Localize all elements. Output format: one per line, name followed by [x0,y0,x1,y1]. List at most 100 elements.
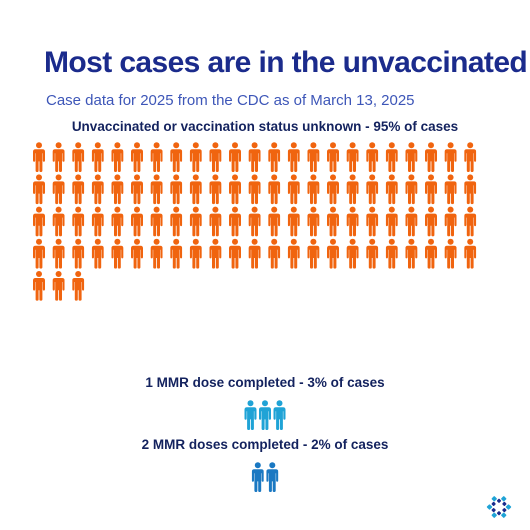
person-icon-unvaccinated [131,238,143,269]
person-icon-unvaccinated [91,174,104,205]
person-icon-unvaccinated [189,174,202,205]
person-icon-unvaccinated [307,174,320,205]
person-icon-unvaccinated [189,142,202,172]
logo-mark [486,504,493,510]
logo-mark [491,508,496,513]
person-icon-unvaccinated [307,238,320,269]
logo-mark [502,508,507,513]
person-icon-unvaccinated [189,206,202,237]
person-icon-unvaccinated [248,206,261,237]
person-icon-unvaccinated [150,174,163,205]
person-icon-unvaccinated [464,142,477,172]
person-icon-unvaccinated [287,174,300,205]
person-icon-unvaccinated [72,142,85,172]
person-icon-unvaccinated [405,238,418,269]
person-icon-unvaccinated [327,206,339,237]
logo-mark [496,498,502,503]
person-icon-unvaccinated [327,174,339,205]
person-icon-unvaccinated [346,174,359,205]
person-icon-unvaccinated [52,174,65,205]
person-icon-unvaccinated [444,206,457,237]
page-title: Most cases are in the unvaccinated [44,46,528,79]
person-icon-unvaccinated [170,238,183,269]
logo-mark [505,504,512,510]
person-icon-unvaccinated [150,238,163,269]
person-icon-unvaccinated [170,174,183,205]
person-icon-unvaccinated [425,142,437,172]
person-icon-unvaccinated [33,174,45,205]
person-icon-unvaccinated [268,142,281,172]
person-icon-two-doses [266,462,279,492]
person-icon-unvaccinated [72,238,85,269]
person-icon-unvaccinated [248,142,261,172]
person-icon-unvaccinated [366,174,379,205]
person-icon-unvaccinated [405,142,418,172]
person-icon-unvaccinated [464,206,477,237]
person-icon-unvaccinated [268,174,281,205]
person-icon-unvaccinated [444,174,457,205]
person-icon-unvaccinated [150,206,163,237]
person-icon-unvaccinated [287,238,300,269]
person-icon-unvaccinated [346,238,359,269]
person-icon-unvaccinated [405,206,418,237]
person-icon-unvaccinated [385,174,398,205]
group-label-one-dose: 1 MMR dose completed - 3% of cases [145,375,385,390]
person-icon-unvaccinated [33,271,45,301]
person-icon-unvaccinated [327,238,339,269]
person-icon-unvaccinated [444,238,457,269]
person-icon-unvaccinated [91,238,104,269]
person-icons [33,142,477,492]
person-icon-unvaccinated [33,238,45,269]
person-icon-unvaccinated [111,174,124,205]
person-icon-two-doses [251,462,264,492]
person-icon-unvaccinated [131,142,143,172]
person-icon-one-dose [244,400,257,430]
organization-logo [486,496,512,518]
logo-mark [501,512,507,518]
person-icon-unvaccinated [366,238,379,269]
person-icon-unvaccinated [346,206,359,237]
person-icon-unvaccinated [72,174,85,205]
person-icon-one-dose [273,400,286,430]
logo-mark [501,496,507,502]
person-icon-one-dose [259,400,271,430]
person-icon-unvaccinated [229,238,241,269]
logo-mark [491,512,497,518]
logo-mark [491,501,496,506]
person-icon-unvaccinated [52,271,65,301]
person-icon-unvaccinated [209,174,222,205]
person-icon-unvaccinated [150,142,163,172]
person-icon-unvaccinated [366,206,379,237]
person-icon-unvaccinated [444,142,457,172]
person-icon-unvaccinated [52,142,65,172]
person-icon-unvaccinated [346,142,359,172]
person-icon-unvaccinated [52,238,65,269]
person-icon-unvaccinated [170,206,183,237]
person-icon-unvaccinated [229,142,241,172]
person-icon-unvaccinated [464,174,477,205]
person-icon-unvaccinated [405,174,418,205]
person-icon-unvaccinated [33,142,45,172]
person-icon-unvaccinated [248,238,261,269]
person-icon-unvaccinated [52,206,65,237]
person-icon-unvaccinated [189,238,202,269]
person-icon-unvaccinated [209,206,222,237]
group-label-two-doses: 2 MMR doses completed - 2% of cases [141,437,389,452]
person-icon-unvaccinated [170,142,183,172]
person-icon-unvaccinated [287,142,300,172]
person-icon-unvaccinated [464,238,477,269]
person-icon-unvaccinated [33,206,45,237]
person-icon-unvaccinated [131,174,143,205]
person-icon-unvaccinated [366,142,379,172]
person-icon-unvaccinated [72,271,85,301]
logo-mark [502,501,507,506]
person-icon-unvaccinated [111,206,124,237]
person-icon-unvaccinated [425,238,437,269]
person-icon-unvaccinated [425,206,437,237]
person-icon-unvaccinated [229,206,241,237]
person-icon-unvaccinated [307,142,320,172]
person-icon-unvaccinated [268,206,281,237]
person-icon-unvaccinated [385,206,398,237]
person-icon-unvaccinated [248,174,261,205]
